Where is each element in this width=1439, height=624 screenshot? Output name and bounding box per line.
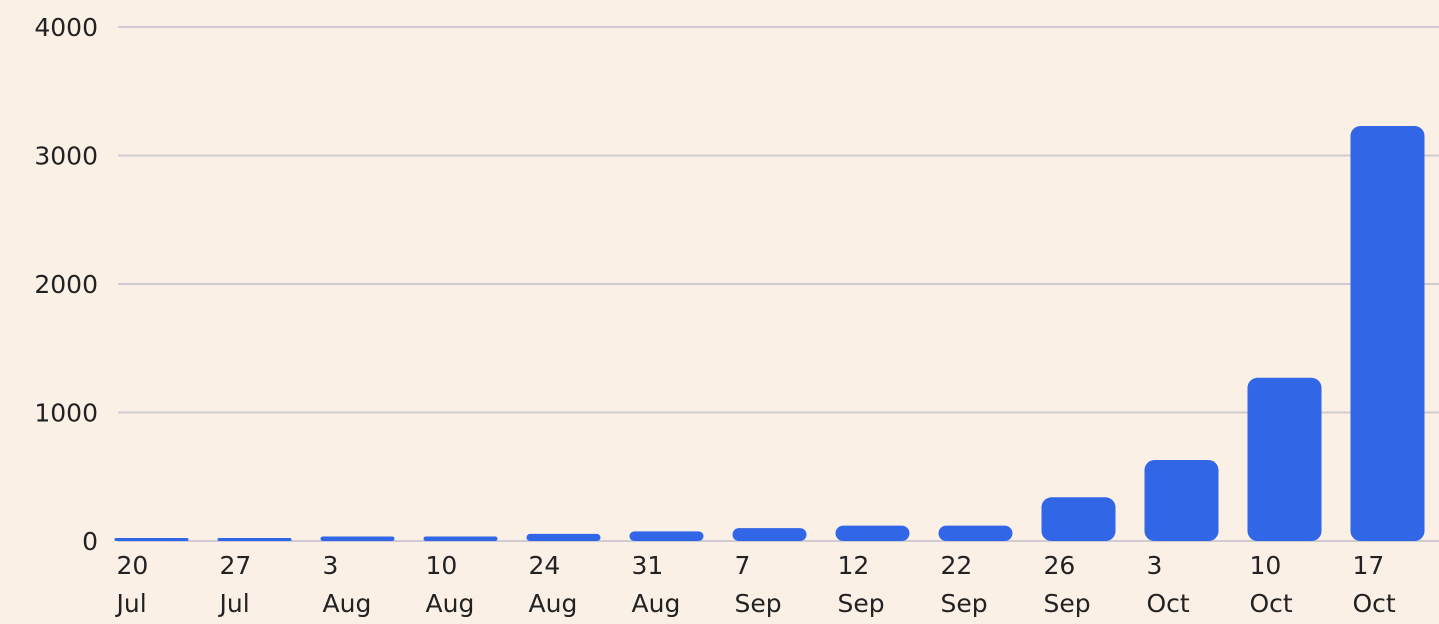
y-tick-label: 2000 [34,270,98,299]
x-tick-label: 7 Sep [734,551,782,618]
x-tick-label: 12 Sep [837,551,885,618]
bar [217,538,292,541]
bar [629,531,704,541]
y-tick-label: 0 [82,527,98,556]
x-tick-label: 3 Aug [322,551,372,618]
bar [320,536,395,541]
bar [1247,377,1322,541]
x-tick-label: 22 Sep [940,551,988,618]
bar [732,528,807,541]
bar [526,533,601,541]
x-tick-label: 10 Aug [425,551,475,618]
y-tick-label: 1000 [34,399,98,428]
bar [423,536,498,541]
x-tick-label: 27 Jul [219,551,252,618]
bar [1350,125,1425,541]
bar [1041,497,1116,541]
bar [114,538,189,541]
x-tick-label: 3 Oct [1146,551,1190,618]
x-tick-label: 10 Oct [1249,551,1293,618]
bar [835,525,910,541]
x-tick-label: 17 Oct [1352,551,1396,618]
x-tick-label: 20 Jul [116,551,149,618]
x-tick-label: 24 Aug [528,551,578,618]
y-tick-label: 3000 [34,142,98,171]
y-tick-label: 4000 [34,13,98,42]
bar [938,525,1013,541]
x-tick-label: 26 Sep [1043,551,1091,618]
bar [1144,460,1219,541]
x-tick-label: 31 Aug [631,551,681,618]
